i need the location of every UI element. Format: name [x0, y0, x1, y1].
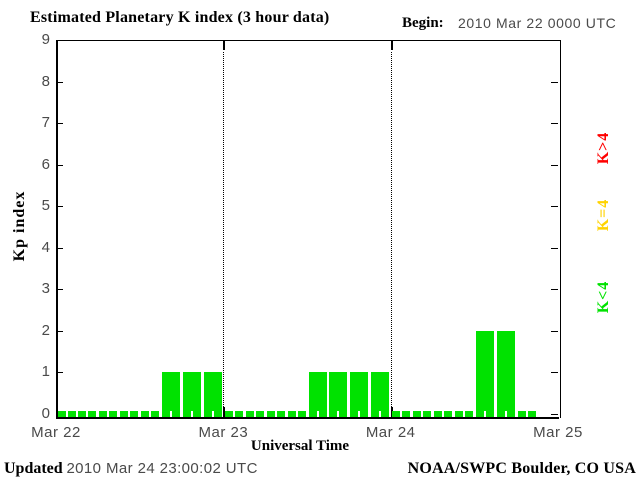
axis-tick-notch: [212, 411, 214, 417]
kp-bar: [246, 411, 264, 417]
y-tick-label: 4: [41, 238, 50, 256]
day-boundary-tick-bottom: [223, 407, 225, 417]
updated-label: Updated: [4, 460, 63, 477]
x-day-label: Mar 25: [533, 424, 583, 441]
y-tick-label: 7: [41, 114, 50, 132]
axis-tick-notch: [400, 411, 402, 417]
kp-bar: [267, 411, 285, 417]
y-tick-label: 2: [41, 321, 50, 339]
y-tick-right: [551, 40, 558, 41]
kp-bar: [413, 411, 431, 417]
x-day-label: Mar 22: [31, 424, 81, 441]
y-tick-left: [56, 164, 63, 166]
day-boundary-dotted-line: [391, 52, 392, 407]
axis-tick-notch: [442, 411, 444, 417]
y-tick-left: [56, 372, 63, 374]
y-tick-right: [551, 414, 558, 415]
axis-tick-notch: [254, 411, 256, 417]
y-tick-right: [551, 330, 558, 332]
legend-k-gt-4: K>4: [595, 131, 612, 165]
credit-text: NOAA/SWPC Boulder, CO USA: [407, 460, 636, 477]
kp-bar: [309, 372, 327, 417]
y-tick-left: [56, 206, 63, 208]
chart-title: Estimated Planetary K index (3 hour data…: [30, 9, 330, 26]
axis-tick-notch: [484, 411, 486, 417]
y-tick-left: [56, 247, 63, 249]
kp-bar: [162, 372, 180, 417]
axis-tick-notch: [421, 411, 423, 417]
axis-tick-notch: [191, 411, 193, 417]
y-tick-right: [551, 81, 558, 83]
kp-bar: [350, 372, 368, 417]
day-boundary-dotted-line: [223, 52, 224, 407]
y-tick-left: [56, 330, 63, 332]
y-tick-label: 8: [41, 72, 50, 90]
plot-area: [56, 40, 561, 418]
axis-tick-notch: [275, 411, 277, 417]
kp-bar: [58, 411, 76, 417]
y-tick-label: 3: [41, 280, 50, 298]
y-tick-label: 0: [41, 405, 50, 422]
axis-tick-notch: [107, 411, 109, 417]
y-tick-left: [56, 289, 63, 291]
y-tick-label: 5: [41, 197, 50, 215]
updated-timestamp: 2010 Mar 24 23:00:02 UTC: [66, 460, 258, 477]
y-tick-right: [551, 247, 558, 249]
kp-bar: [120, 411, 138, 417]
y-tick-left: [56, 123, 63, 125]
y-tick-right: [551, 123, 558, 125]
y-tick-right: [551, 289, 558, 291]
kp-bar: [476, 331, 494, 417]
x-axis-title: Universal Time: [250, 438, 350, 454]
kp-bar: [371, 372, 389, 417]
day-boundary-tick-top: [223, 40, 225, 50]
y-tick-label: 1: [41, 363, 50, 381]
y-tick-label: 9: [41, 31, 50, 48]
kp-bar: [497, 331, 515, 417]
kp-bar: [455, 411, 473, 417]
legend-k-lt-4: K<4: [595, 280, 612, 314]
x-day-label: Mar 23: [198, 424, 249, 441]
axis-tick-notch: [358, 411, 360, 417]
kp-bar: [329, 372, 347, 417]
axis-tick-notch: [233, 411, 235, 417]
axis-tick-notch: [128, 411, 130, 417]
axis-tick-notch: [505, 411, 507, 417]
kp-bar: [288, 411, 306, 417]
y-tick-right: [551, 206, 558, 208]
axis-tick-notch: [317, 411, 319, 417]
kp-bar: [99, 411, 117, 417]
x-axis-line: [56, 417, 559, 419]
axis-tick-notch: [379, 411, 381, 417]
kp-bar: [434, 411, 452, 417]
kp-bar: [518, 411, 536, 417]
y-tick-left: [56, 40, 63, 41]
day-boundary-tick-top: [391, 40, 393, 50]
x-day-label: Mar 24: [365, 424, 416, 441]
axis-tick-notch: [296, 411, 298, 417]
y-tick-left: [56, 81, 63, 83]
kp-bar: [392, 411, 410, 417]
axis-tick-notch: [463, 411, 465, 417]
axis-tick-notch: [149, 411, 151, 417]
kp-bar: [183, 372, 201, 417]
kp-bar: [225, 411, 243, 417]
axis-tick-notch: [170, 411, 172, 417]
axis-tick-notch: [337, 411, 339, 417]
begin-value: 2010 Mar 22 0000 UTC: [458, 15, 617, 31]
y-tick-right: [551, 372, 558, 374]
axis-tick-notch: [66, 411, 68, 417]
kp-bar: [204, 372, 222, 417]
updated-line: Updated 2010 Mar 24 23:00:02 UTC: [4, 460, 258, 478]
y-tick-label: 6: [41, 155, 50, 173]
begin-label: Begin:: [402, 15, 444, 31]
y-axis-title: Kp index: [11, 190, 28, 262]
kp-bar: [141, 411, 159, 417]
kp-bar: [78, 411, 96, 417]
axis-tick-notch: [86, 411, 88, 417]
legend-k-eq-4: K=4: [595, 198, 612, 232]
axis-tick-notch: [526, 411, 528, 417]
y-tick-right: [551, 164, 558, 166]
